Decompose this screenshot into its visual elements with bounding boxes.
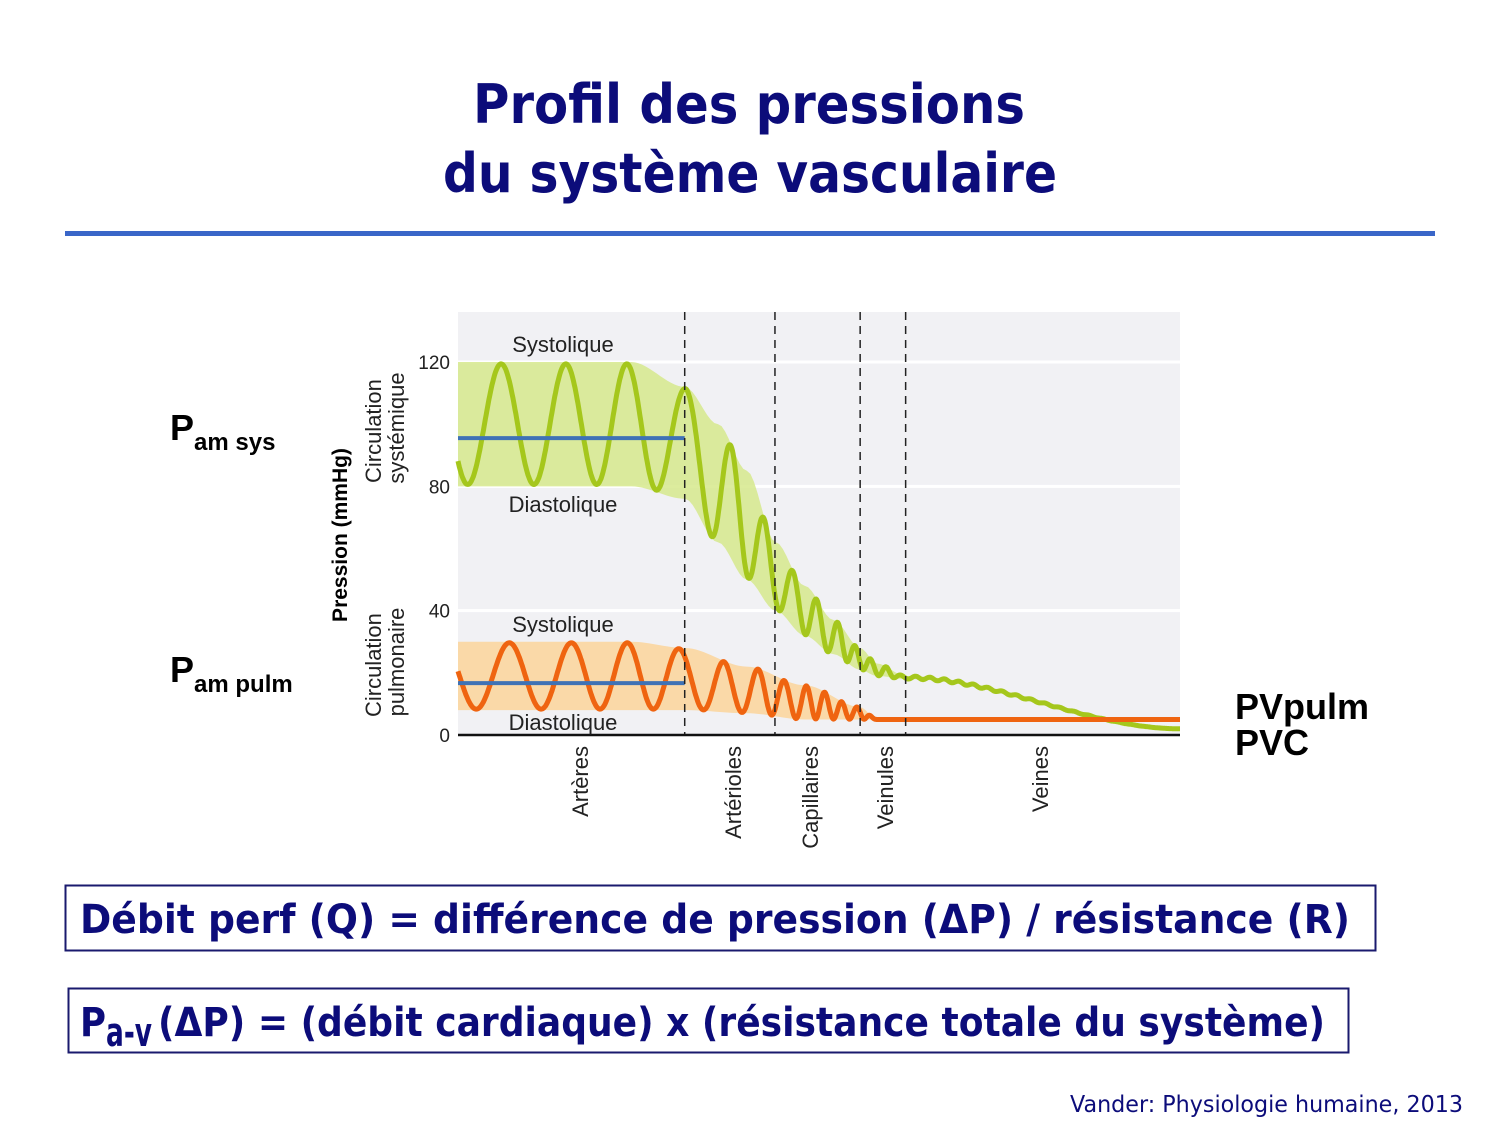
- label-pam-sys: Pam sys: [170, 407, 275, 456]
- label-pam-sys-main: P: [170, 407, 194, 448]
- y-axis-label: Pression (mmHg): [329, 448, 352, 622]
- pressure-wave-pulmonary: [455, 640, 1182, 722]
- citation: Vander: Physiologie humaine, 2013: [1070, 1092, 1463, 1118]
- formula2-subscript: a-v: [106, 1010, 152, 1056]
- pressure-band-systemic: [458, 362, 1180, 729]
- group-label-systemic: Circulation systémique: [361, 372, 409, 483]
- group-label-pulmonary-line1: Circulation: [361, 613, 386, 717]
- label-pam-pulm-main: P: [170, 649, 194, 690]
- annotation-systolic-systemic: Systolique: [512, 332, 614, 357]
- group-label-pulmonary: Circulation pulmonaire: [361, 607, 409, 717]
- formula2-text: (ΔP) = (débit cardiaque) x (résistance t…: [158, 1000, 1325, 1046]
- group-label-systemic-line1: Circulation: [361, 379, 386, 483]
- label-pvpulm: PVpulm: [1235, 686, 1369, 727]
- slide-title-line2: du système vasculaire: [443, 142, 1057, 205]
- x-label-segment: Artères: [568, 746, 593, 817]
- group-label-pulmonary-line2: pulmonaire: [384, 608, 409, 717]
- formula1-text: Débit perf (Q) = différence de pression …: [80, 897, 1350, 943]
- annotation-diastolic-systemic: Diastolique: [509, 492, 618, 517]
- annotation-diastolic-pulmonary: Diastolique: [509, 710, 618, 735]
- y-tick-label: 40: [429, 602, 450, 623]
- y-tick-label: 120: [418, 353, 450, 374]
- x-label-segment: Artérioles: [721, 746, 746, 839]
- label-pam-pulm-sub: am pulm: [194, 671, 293, 698]
- label-pvc: PVC: [1235, 722, 1309, 763]
- slide-title-line1: Profil des pressions: [473, 73, 1025, 136]
- formula1-box: [64, 884, 1377, 952]
- formula2-box: [67, 987, 1350, 1054]
- label-pam-pulm: Pam pulm: [170, 649, 293, 698]
- pressure-profile-chart: 120 80 40 0 Pression (mmHg) Circulation sys…: [329, 312, 1182, 849]
- y-tick-label: 0: [439, 726, 450, 747]
- x-label-segment: Capillaires: [798, 746, 823, 849]
- label-pam-sys-sub: am sys: [194, 429, 275, 456]
- y-tick-label: 80: [429, 477, 450, 498]
- annotation-systolic-pulmonary: Systolique: [512, 612, 614, 637]
- group-label-systemic-line2: systémique: [384, 372, 409, 483]
- x-label-segment: Veinules: [873, 746, 898, 829]
- title-divider: [65, 231, 1435, 236]
- formula2-p: P: [80, 1000, 106, 1046]
- x-label-segment: Veines: [1028, 746, 1053, 812]
- pressure-wave-systemic: [455, 361, 1182, 732]
